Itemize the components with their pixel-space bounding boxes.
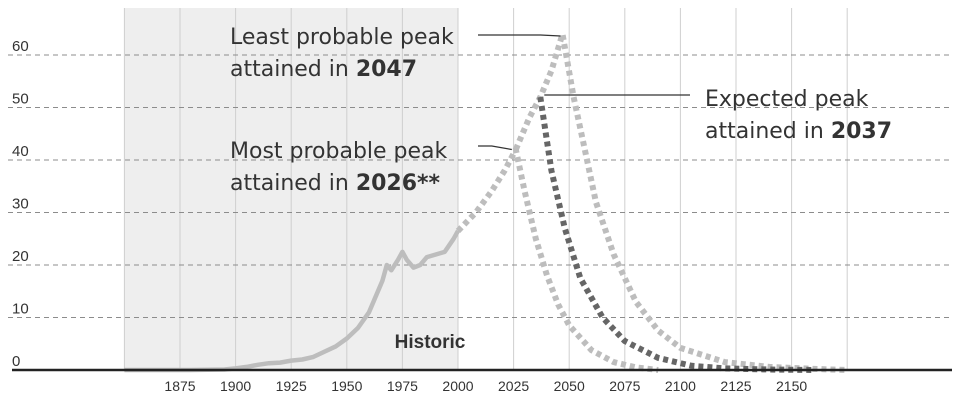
series-line-2 xyxy=(455,146,659,373)
x-tick-label: 2150 xyxy=(776,378,807,394)
x-tick-label: 2050 xyxy=(554,378,585,394)
x-tick-label: 2075 xyxy=(609,378,640,394)
annotation-prefix: attained in xyxy=(230,171,356,196)
y-tick-label: 10 xyxy=(12,301,29,318)
series-line-3 xyxy=(513,31,848,373)
x-tick-label: 2025 xyxy=(498,378,529,394)
annotation-year: 2037 xyxy=(831,119,892,144)
y-tick-label: 20 xyxy=(12,248,29,265)
x-tick-labels: 1875 1900 1925 1950 1975 2000 2025 2050 2075 2100… xyxy=(164,378,807,394)
vertical-gridlines xyxy=(123,8,848,370)
annotation-year: 2026** xyxy=(356,171,441,196)
y-tick-label: 60 xyxy=(12,38,29,55)
x-tick-label: 1975 xyxy=(387,378,418,394)
annotations: Least probable peak attained in 2047 Most … xyxy=(230,25,892,196)
series-line-4 xyxy=(537,96,814,373)
y-tick-label: 50 xyxy=(12,91,29,108)
annotation-line1: Most probable peak xyxy=(230,139,448,164)
x-tick-label: 1875 xyxy=(164,378,195,394)
series-line-1 xyxy=(124,229,460,373)
annotation-line2: attained in 2037 xyxy=(705,119,892,144)
annotation-line1: Expected peak xyxy=(705,87,869,112)
historic-region-label: Historic xyxy=(395,332,466,353)
annotation-leader xyxy=(478,34,561,37)
annotation-year: 2047 xyxy=(356,57,417,82)
annotation-prefix: attained in xyxy=(705,119,831,144)
x-tick-label: 2000 xyxy=(442,378,473,394)
y-tick-label: 0 xyxy=(12,353,20,370)
horizontal-gridlines xyxy=(8,54,952,318)
annotation-line1: Least probable peak xyxy=(230,25,454,50)
x-tick-label: 2125 xyxy=(720,378,751,394)
annotation-line2: attained in 2047 xyxy=(230,57,417,82)
y-tick-label: 30 xyxy=(12,196,29,213)
annotation-line2: attained in 2026** xyxy=(230,171,441,196)
x-tick-label: 1950 xyxy=(331,378,362,394)
y-tick-labels: 0 10 20 30 40 50 60 xyxy=(12,38,29,370)
annotation-leader xyxy=(478,145,512,151)
x-tick-label: 2100 xyxy=(665,378,696,394)
annotation-prefix: attained in xyxy=(230,57,356,82)
y-tick-label: 40 xyxy=(12,143,29,160)
x-tick-label: 1900 xyxy=(220,378,251,394)
x-tick-label: 1925 xyxy=(276,378,307,394)
series-lines xyxy=(124,31,848,373)
